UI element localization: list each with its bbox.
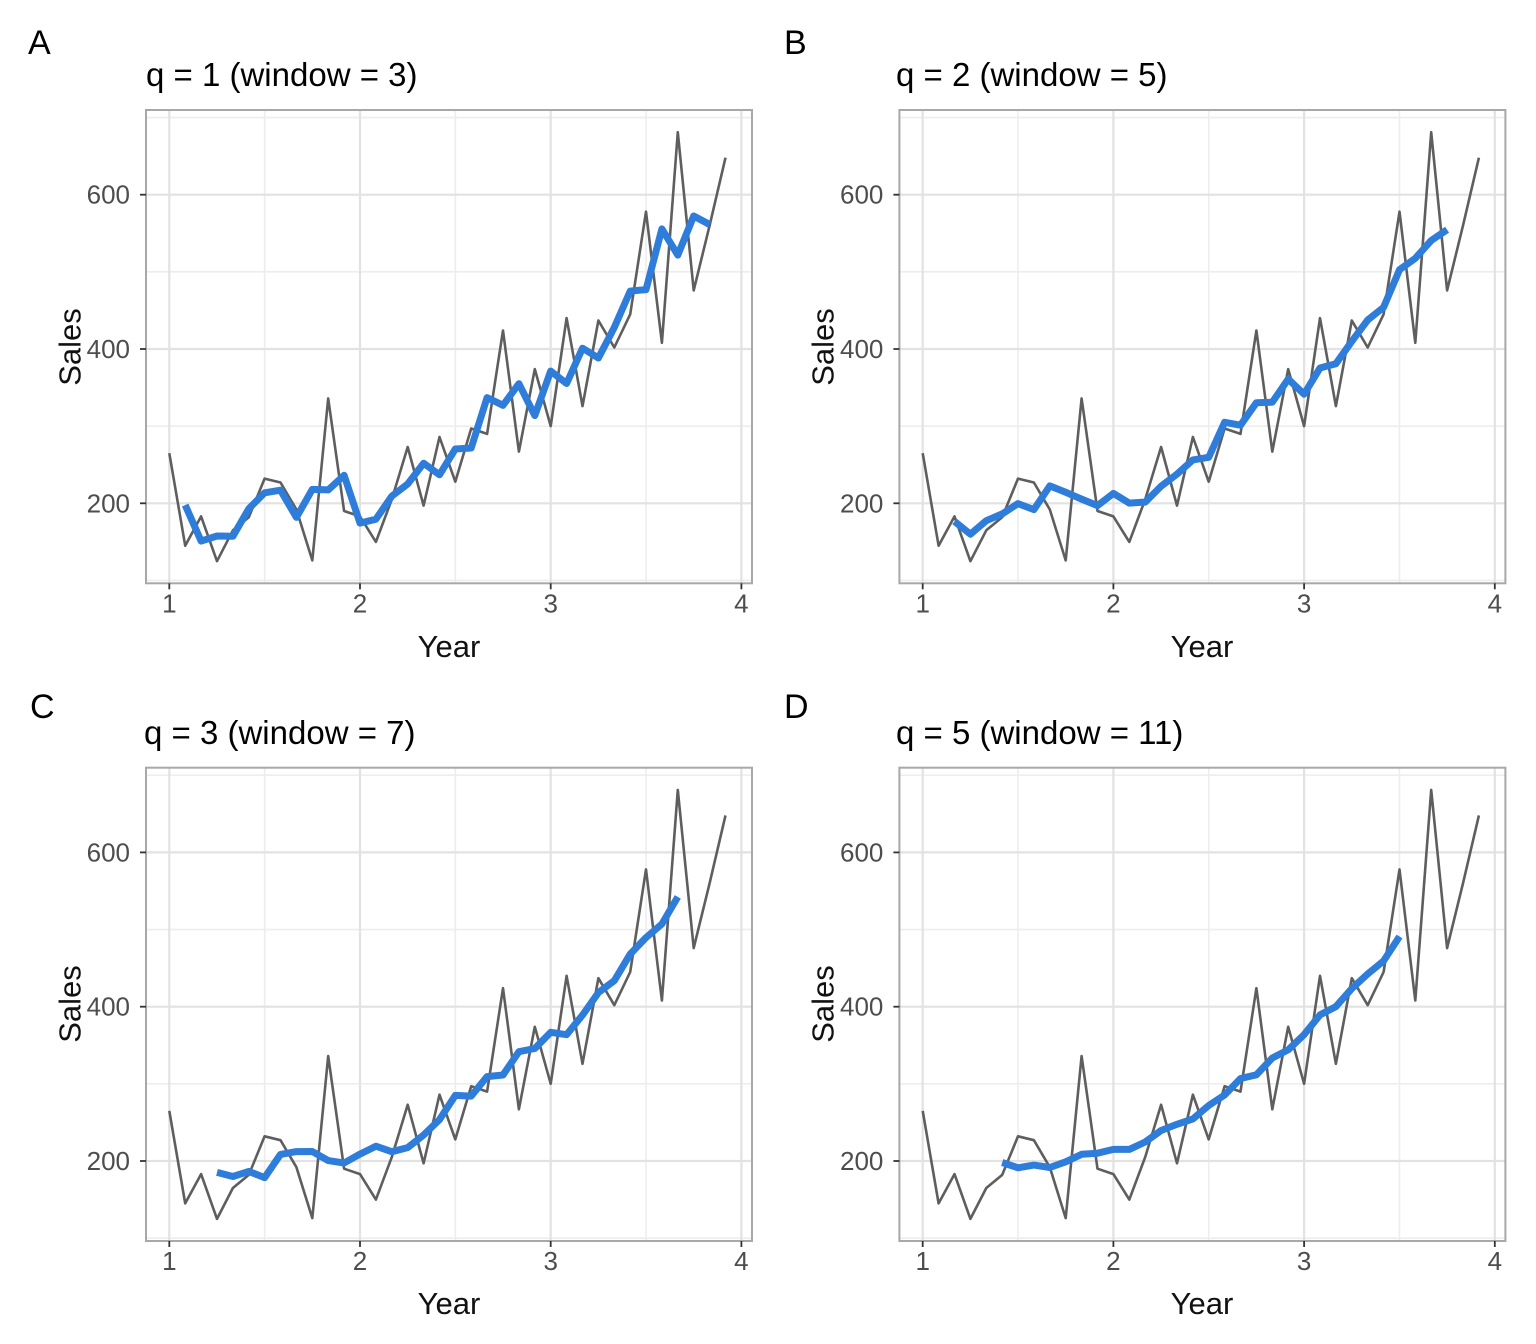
- raw-sales-line: [921, 788, 1481, 1221]
- panel-border: [898, 109, 1507, 585]
- panel-d-plot: 1 2 3 4 200 400 600: [768, 672, 1536, 1344]
- panel-border: [898, 766, 1507, 1242]
- x-tick-label: 1: [162, 1246, 176, 1276]
- y-tick-label: 600: [87, 837, 130, 867]
- panel-a-title: q = 1 (window = 3): [146, 56, 418, 93]
- x-tick-label: 1: [915, 1246, 929, 1276]
- x-axis-title-a: Year: [417, 629, 481, 664]
- x-tick-label: 4: [734, 588, 748, 618]
- moving-average-line: [1001, 934, 1403, 1172]
- y-tick-label: 400: [87, 992, 130, 1022]
- y-tick-label: 400: [840, 334, 883, 364]
- moving-average-line: [181, 212, 712, 545]
- x-tick-label: 2: [353, 588, 367, 618]
- raw-sales-line: [921, 130, 1481, 563]
- panel-a-plot: 1 2 3 4 200 400 600: [0, 0, 768, 672]
- panel-a-letter: A: [28, 24, 51, 62]
- y-tick-label: 400: [87, 334, 130, 364]
- x-tick-label: 1: [915, 588, 929, 618]
- x-tick-label: 2: [1106, 1246, 1120, 1276]
- panel-c-letter: C: [30, 688, 55, 726]
- x-tick-label: 3: [1297, 1246, 1311, 1276]
- panel-c-plot: 1 2 3 4 200 400 600: [0, 672, 768, 1344]
- raw-sales-line: [168, 788, 727, 1221]
- x-tick-label: 3: [543, 588, 557, 618]
- x-tick-label: 4: [1488, 588, 1502, 618]
- y-tick-label: 200: [87, 1146, 130, 1176]
- y-tick-label: 600: [840, 180, 883, 210]
- x-tick-label: 2: [1106, 588, 1120, 618]
- moving-average-line: [952, 226, 1450, 538]
- y-tick-label: 600: [840, 837, 883, 867]
- panel-border: [145, 766, 753, 1242]
- y-tick-label: 200: [87, 488, 130, 518]
- raw-sales-line: [168, 130, 727, 563]
- x-axis-title-c: Year: [417, 1286, 481, 1321]
- x-tick-label: 2: [353, 1246, 367, 1276]
- panel-c-title: q = 3 (window = 7): [144, 714, 416, 751]
- x-tick-label: 3: [1297, 588, 1311, 618]
- x-axis-title-b: Year: [1170, 629, 1234, 664]
- x-tick-label: 4: [1488, 1246, 1502, 1276]
- y-tick-label: 600: [87, 180, 130, 210]
- x-tick-label: 3: [543, 1246, 557, 1276]
- panel-b-plot: 1 2 3 4 200 400 600: [768, 0, 1536, 672]
- panel-d-letter: D: [784, 688, 809, 726]
- y-tick-label: 200: [840, 1146, 883, 1176]
- x-axis-title-d: Year: [1170, 1286, 1234, 1321]
- x-tick-label: 4: [734, 1246, 748, 1276]
- y-tick-label: 400: [840, 992, 883, 1022]
- x-tick-label: 1: [162, 588, 176, 618]
- panel-b-title: q = 2 (window = 5): [896, 56, 1168, 93]
- panel-d-title: q = 5 (window = 11): [896, 714, 1184, 751]
- moving-average-line: [216, 895, 681, 1182]
- y-tick-label: 200: [840, 488, 883, 518]
- panel-border: [145, 109, 753, 585]
- panel-b-letter: B: [784, 24, 807, 62]
